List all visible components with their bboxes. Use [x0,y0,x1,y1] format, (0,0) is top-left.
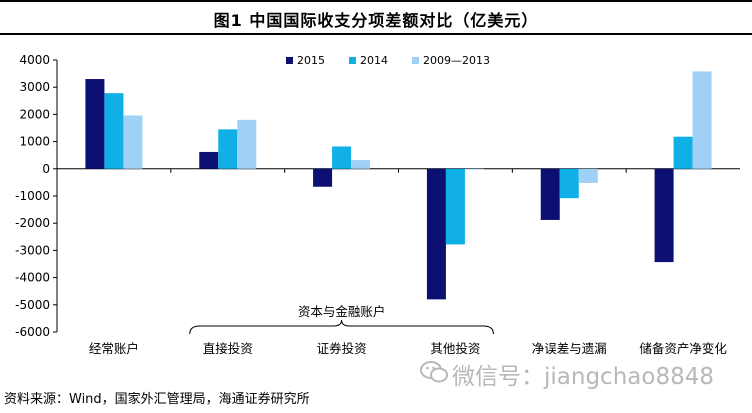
y-tick-label: -5000 [15,298,50,312]
bar-2015-4 [426,168,446,300]
bar-2014-4 [445,168,465,245]
x-category-label: 储备资产净变化 [639,341,727,356]
wechat-icon [420,360,448,382]
legend-swatch-2015 [286,57,293,64]
y-tick-label: 4000 [19,53,50,67]
group-label: 资本与金融账户 [298,304,386,319]
x-category-label: 净误差与遗漏 [532,341,607,356]
bar-2014-3 [332,146,352,169]
title-top-rule [0,0,752,2]
x-category-label: 经常账户 [89,341,139,356]
legend-label-2014: 2014 [360,54,388,67]
bar-2009—2013-5 [578,168,598,183]
y-tick-label: 0 [42,162,50,176]
legend-swatch-2009—2013 [412,57,419,64]
bar-2014-6 [673,136,693,169]
category-labels: 经常账户 直接投资 证券投资 其他投资 净误差与遗漏 储备资产净变化 资本与金融账户 [89,304,727,356]
bar-2014-1 [104,93,124,169]
y-tick-label: -3000 [15,243,50,257]
x-category-label: 其他投资 [430,341,480,356]
group-bracket [189,319,494,335]
title-bar: 图1 中国国际收支分项差额对比（亿美元） [0,0,752,35]
y-tick-label: -6000 [15,325,50,339]
legend: 2015 2014 2009—2013 [286,54,490,67]
bar-2009—2013-3 [351,160,371,169]
x-category-label: 证券投资 [317,341,367,356]
legend-label-2009—2013: 2009—2013 [423,54,490,67]
legend-swatch-2014 [349,57,356,64]
bar-2015-5 [540,168,560,220]
y-tick-label: 1000 [19,135,50,149]
bar-2009—2013-4 [464,168,484,170]
bar-2009—2013-6 [692,71,712,169]
axes: 4000 3000 2000 1000 0 -1000 -2000 -3000 -4000 -50… [15,53,740,339]
y-tick-label: -1000 [15,189,50,203]
y-tick-label: 2000 [19,107,50,121]
bar-2015-3 [313,168,333,187]
x-category-label: 直接投资 [203,341,253,356]
title-bottom-rule [0,33,752,35]
bar-2015-6 [654,168,674,263]
bar-2015-2 [199,151,219,169]
source-note: 资料来源：Wind，国家外汇管理局，海通证券研究所 [4,392,310,407]
bar-2009—2013-1 [123,115,143,169]
y-tick-label: 3000 [19,80,50,94]
watermark-text: 微信号：jiangchao8848 [452,364,714,390]
bars [85,71,712,300]
bar-2014-2 [218,129,238,169]
bar-2009—2013-2 [237,119,257,169]
y-tick-label: -4000 [15,271,50,285]
bar-2015-1 [85,79,105,169]
watermark: 微信号：jiangchao8848 [420,357,750,390]
y-tick-label: -2000 [15,216,50,230]
chart-title: 图1 中国国际收支分项差额对比（亿美元） [213,11,539,30]
bar-chart: 4000 3000 2000 1000 0 -1000 -2000 -3000 -4000 -50… [15,53,740,356]
legend-label-2015: 2015 [297,54,325,67]
bar-2014-5 [559,168,579,199]
